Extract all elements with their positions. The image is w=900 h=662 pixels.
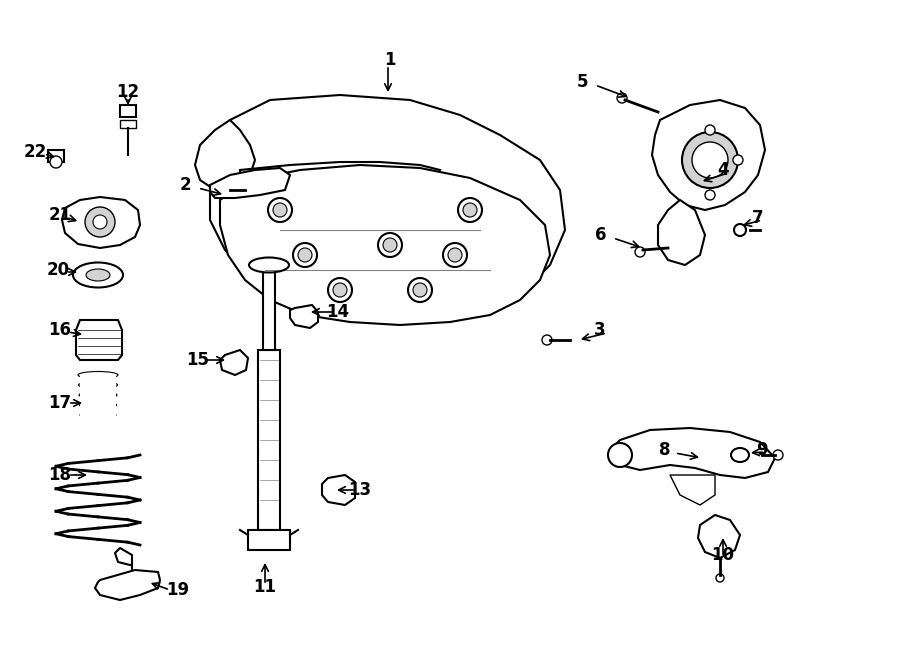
Text: 20: 20 [47,261,69,279]
Text: 19: 19 [166,581,190,599]
Circle shape [773,450,783,460]
Text: 17: 17 [49,394,72,412]
Circle shape [383,238,397,252]
Text: 9: 9 [756,441,768,459]
Bar [263,270,275,350]
Circle shape [682,132,738,188]
Circle shape [378,233,402,257]
Circle shape [733,155,743,165]
Text: 3: 3 [594,321,606,339]
Polygon shape [610,428,775,478]
Circle shape [293,243,317,267]
Polygon shape [240,162,440,190]
Text: 12: 12 [116,83,140,101]
Circle shape [635,247,645,257]
Bar [120,120,136,128]
Ellipse shape [79,401,116,408]
Polygon shape [698,515,740,558]
Circle shape [413,283,427,297]
Text: 6: 6 [595,226,607,244]
Polygon shape [220,350,248,375]
Circle shape [617,93,627,103]
Polygon shape [95,570,160,600]
Circle shape [50,156,62,168]
Ellipse shape [86,269,110,281]
Circle shape [692,142,728,178]
Bar [258,350,280,530]
Text: 16: 16 [49,321,71,339]
Polygon shape [290,305,318,328]
Ellipse shape [78,381,118,389]
Polygon shape [62,197,140,248]
Polygon shape [195,120,255,190]
Circle shape [408,278,432,302]
Text: 7: 7 [752,209,764,227]
Text: 22: 22 [23,143,47,161]
Circle shape [448,248,462,262]
Text: 5: 5 [576,73,588,91]
Circle shape [85,207,115,237]
Polygon shape [220,165,550,325]
Text: 15: 15 [186,351,210,369]
Text: 2: 2 [179,176,191,194]
Circle shape [608,443,632,467]
Circle shape [93,215,107,229]
Text: 13: 13 [348,481,372,499]
Ellipse shape [80,412,116,418]
Ellipse shape [249,258,289,273]
Circle shape [443,243,467,267]
Ellipse shape [79,391,117,399]
Ellipse shape [731,448,749,462]
Circle shape [333,283,347,297]
Circle shape [705,190,715,200]
Circle shape [268,198,292,222]
Polygon shape [658,200,705,265]
Circle shape [463,203,477,217]
Polygon shape [670,475,715,505]
Text: 10: 10 [712,546,734,564]
Polygon shape [76,320,122,360]
Ellipse shape [73,263,123,287]
Bar [48,150,64,162]
Circle shape [734,224,746,236]
Circle shape [298,248,312,262]
Text: 1: 1 [384,51,396,69]
Ellipse shape [80,422,115,428]
Text: 14: 14 [327,303,349,321]
Text: 8: 8 [659,441,670,459]
Text: 18: 18 [49,466,71,484]
Bar [248,530,290,550]
Polygon shape [322,475,355,505]
Bar [120,105,136,117]
Circle shape [542,335,552,345]
Circle shape [705,125,715,135]
Bar [245,186,250,194]
Circle shape [716,574,724,582]
Polygon shape [652,100,765,210]
Polygon shape [210,95,565,315]
Circle shape [273,203,287,217]
Text: 4: 4 [717,161,729,179]
Circle shape [328,278,352,302]
Ellipse shape [78,371,118,379]
Text: 11: 11 [254,578,276,596]
Circle shape [458,198,482,222]
Text: 21: 21 [49,206,72,224]
Bar [80,375,116,435]
Polygon shape [210,168,290,198]
